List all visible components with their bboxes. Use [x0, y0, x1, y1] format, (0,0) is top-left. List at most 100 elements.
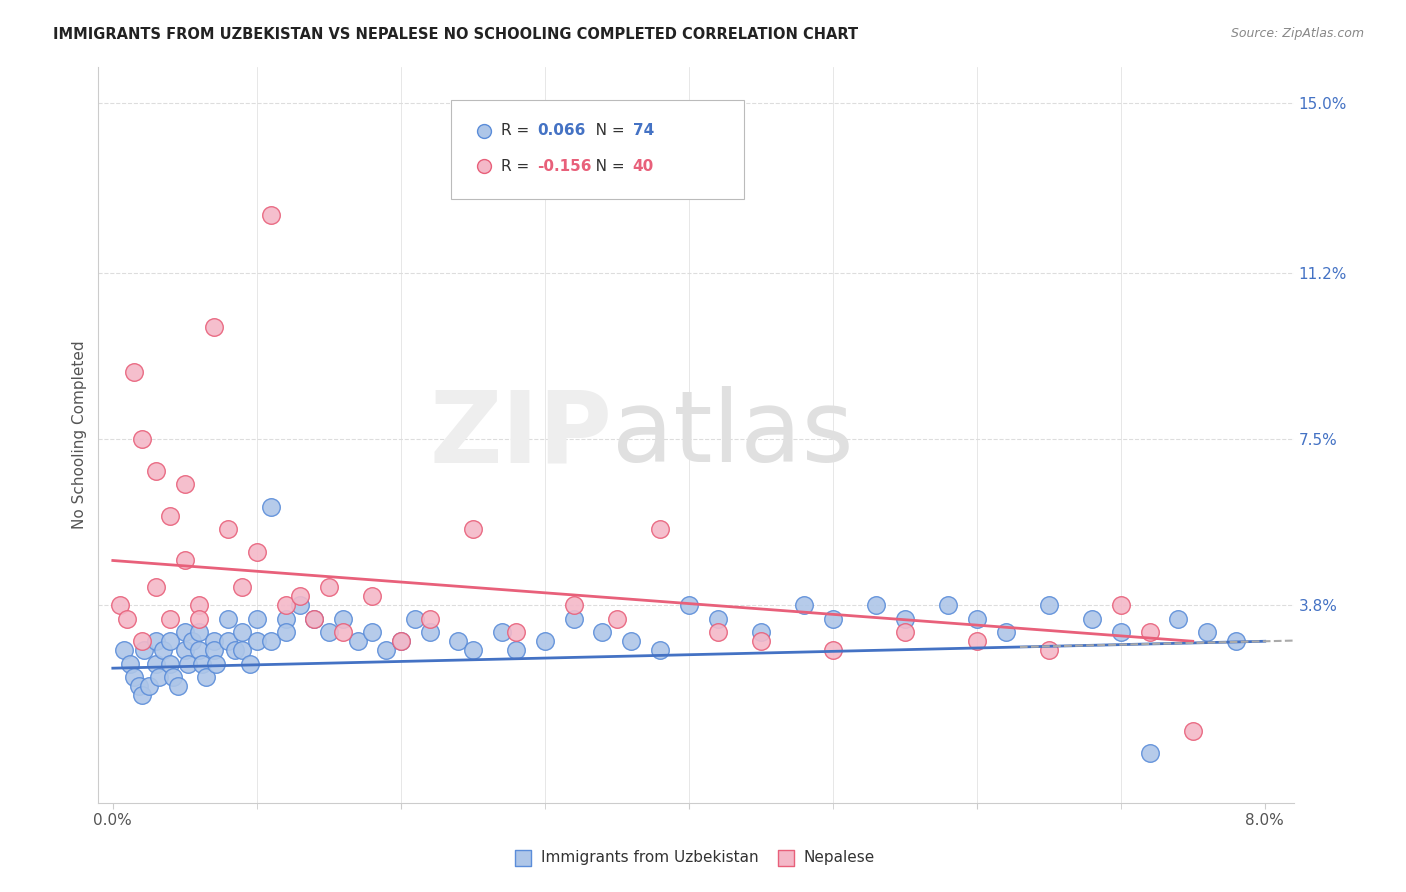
Immigrants from Uzbekistan [162, 670, 184, 684]
Nepalese [1181, 724, 1204, 739]
Nepalese [145, 581, 167, 595]
Nepalese [131, 634, 153, 648]
Immigrants from Uzbekistan [389, 634, 412, 648]
Nepalese [159, 508, 181, 523]
Immigrants from Uzbekistan [112, 643, 135, 657]
Immigrants from Uzbekistan [131, 688, 153, 702]
Text: 0.066: 0.066 [537, 123, 585, 138]
Immigrants from Uzbekistan [246, 612, 269, 626]
Immigrants from Uzbekistan [865, 599, 887, 613]
Immigrants from Uzbekistan [793, 599, 815, 613]
Nepalese [749, 634, 772, 648]
Immigrants from Uzbekistan [120, 657, 142, 671]
Nepalese [145, 464, 167, 478]
Nepalese [332, 625, 354, 640]
Immigrants from Uzbekistan [332, 612, 354, 626]
Immigrants from Uzbekistan [138, 679, 160, 693]
Text: IMMIGRANTS FROM UZBEKISTAN VS NEPALESE NO SCHOOLING COMPLETED CORRELATION CHART: IMMIGRANTS FROM UZBEKISTAN VS NEPALESE N… [53, 27, 859, 42]
Text: ZIP: ZIP [429, 386, 613, 483]
Immigrants from Uzbekistan [1197, 625, 1219, 640]
Text: 40: 40 [633, 159, 654, 174]
Immigrants from Uzbekistan [159, 634, 181, 648]
Nepalese [1109, 599, 1132, 613]
Immigrants from Uzbekistan [966, 612, 988, 626]
Nepalese [821, 643, 844, 657]
Nepalese [260, 208, 283, 222]
Immigrants from Uzbekistan [173, 625, 195, 640]
Immigrants from Uzbekistan [159, 657, 181, 671]
Nepalese [274, 599, 297, 613]
Immigrants from Uzbekistan [361, 625, 384, 640]
Immigrants from Uzbekistan [821, 612, 844, 626]
Immigrants from Uzbekistan [461, 643, 484, 657]
Nepalese [288, 590, 311, 604]
Immigrants from Uzbekistan [145, 634, 167, 648]
Nepalese [648, 522, 671, 536]
Immigrants from Uzbekistan [562, 612, 585, 626]
Nepalese [124, 365, 146, 379]
Immigrants from Uzbekistan [128, 679, 150, 693]
Immigrants from Uzbekistan [491, 625, 513, 640]
Nepalese [217, 522, 239, 536]
Immigrants from Uzbekistan [217, 612, 239, 626]
Immigrants from Uzbekistan [1167, 612, 1189, 626]
Text: N =: N = [581, 159, 630, 174]
Immigrants from Uzbekistan [134, 643, 156, 657]
Immigrants from Uzbekistan [893, 612, 915, 626]
Text: Nepalese: Nepalese [804, 850, 875, 865]
Nepalese [1139, 625, 1161, 640]
Immigrants from Uzbekistan [231, 625, 253, 640]
Immigrants from Uzbekistan [447, 634, 470, 648]
Immigrants from Uzbekistan [346, 634, 368, 648]
Immigrants from Uzbekistan [304, 612, 326, 626]
Immigrants from Uzbekistan [191, 657, 214, 671]
Text: Source: ZipAtlas.com: Source: ZipAtlas.com [1230, 27, 1364, 40]
Immigrants from Uzbekistan [419, 625, 441, 640]
Nepalese [173, 553, 195, 567]
Nepalese [304, 612, 326, 626]
Nepalese [706, 625, 728, 640]
Immigrants from Uzbekistan [274, 612, 297, 626]
Nepalese [108, 599, 131, 613]
Immigrants from Uzbekistan [591, 625, 613, 640]
Nepalese [562, 599, 585, 613]
Immigrants from Uzbekistan [166, 679, 188, 693]
Immigrants from Uzbekistan [404, 612, 426, 626]
Text: R =: R = [501, 123, 534, 138]
Immigrants from Uzbekistan [994, 625, 1017, 640]
Immigrants from Uzbekistan [274, 625, 297, 640]
Immigrants from Uzbekistan [318, 625, 340, 640]
Nepalese [893, 625, 915, 640]
Nepalese [419, 612, 441, 626]
Immigrants from Uzbekistan [181, 634, 204, 648]
Immigrants from Uzbekistan [375, 643, 398, 657]
Nepalese [966, 634, 988, 648]
Nepalese [188, 599, 211, 613]
Nepalese [131, 433, 153, 447]
Nepalese [231, 581, 253, 595]
Immigrants from Uzbekistan [195, 670, 218, 684]
Nepalese [246, 544, 269, 558]
Text: R =: R = [501, 159, 534, 174]
Nepalese [1038, 643, 1060, 657]
Text: N =: N = [581, 123, 630, 138]
Immigrants from Uzbekistan [620, 634, 643, 648]
Immigrants from Uzbekistan [124, 670, 146, 684]
Immigrants from Uzbekistan [152, 643, 174, 657]
Immigrants from Uzbekistan [231, 643, 253, 657]
Text: 74: 74 [633, 123, 654, 138]
Text: Immigrants from Uzbekistan: Immigrants from Uzbekistan [541, 850, 758, 865]
Nepalese [318, 581, 340, 595]
Immigrants from Uzbekistan [224, 643, 246, 657]
Immigrants from Uzbekistan [260, 634, 283, 648]
Nepalese [188, 612, 211, 626]
Nepalese [361, 590, 384, 604]
Immigrants from Uzbekistan [148, 670, 170, 684]
Nepalese [505, 625, 527, 640]
Immigrants from Uzbekistan [173, 643, 195, 657]
Y-axis label: No Schooling Completed: No Schooling Completed [72, 341, 87, 529]
Immigrants from Uzbekistan [217, 634, 239, 648]
Immigrants from Uzbekistan [1038, 599, 1060, 613]
Immigrants from Uzbekistan [246, 634, 269, 648]
Nepalese [173, 477, 195, 491]
